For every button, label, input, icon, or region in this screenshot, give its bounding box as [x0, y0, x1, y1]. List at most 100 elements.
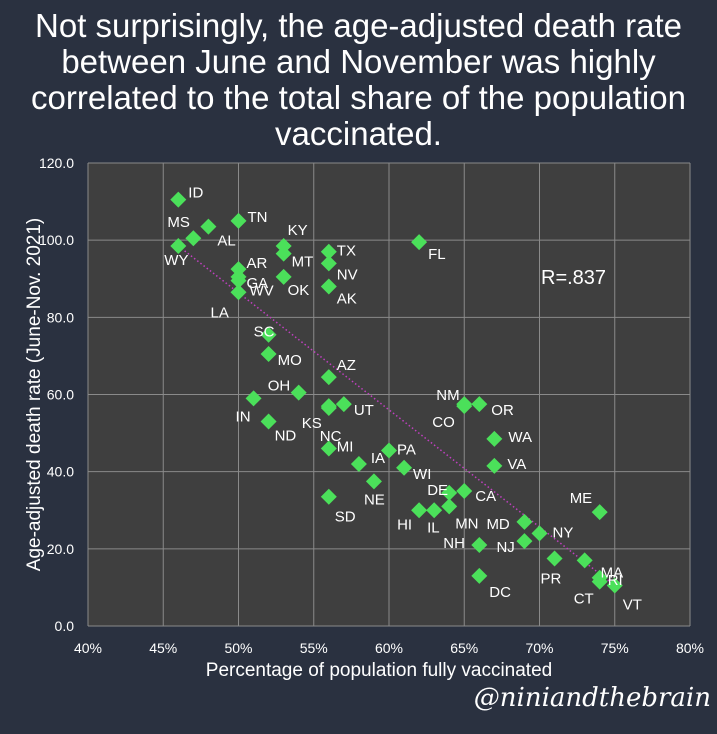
point-label: WV	[250, 283, 274, 300]
point-label: NM	[436, 387, 459, 404]
data-point-wv	[230, 272, 247, 289]
data-point-oh	[290, 384, 307, 401]
data-point-pa	[381, 442, 397, 459]
point-label: VA	[507, 456, 526, 473]
data-point-mi	[320, 440, 337, 457]
y-axis-label: Age-adjusted death rate (June-Nov. 2021)	[24, 218, 45, 571]
point-label: NJ	[496, 539, 514, 556]
point-label: MN	[455, 515, 478, 532]
data-point-tn	[230, 212, 247, 229]
data-point-nj	[516, 533, 533, 550]
data-point-mn	[441, 498, 458, 515]
data-point-or	[471, 396, 488, 413]
x-axis-label: Percentage of population fully vaccinate…	[206, 660, 552, 681]
x-tick-label: 80%	[676, 640, 704, 656]
point-label: MO	[278, 352, 302, 369]
point-label: NC	[320, 428, 342, 445]
y-tick-label: 60.0	[47, 387, 74, 403]
data-point-va	[486, 457, 503, 474]
correlation-annotation: R=.837	[541, 267, 606, 289]
y-tick-label: 20.0	[47, 541, 74, 557]
data-point-id	[170, 191, 187, 208]
point-label: NH	[443, 535, 465, 552]
x-tick-label: 40%	[74, 640, 102, 656]
x-tick-label: 50%	[224, 640, 252, 656]
y-tick-label: 120.0	[39, 155, 74, 171]
point-label: ND	[275, 428, 297, 445]
point-label: DE	[427, 482, 448, 499]
x-tick-label: 45%	[149, 640, 177, 656]
point-label: HI	[397, 516, 412, 533]
point-label: KS	[302, 415, 322, 432]
x-tick-label: 55%	[300, 640, 328, 656]
point-label: DC	[489, 584, 511, 601]
data-point-nh	[471, 536, 488, 553]
data-point-al	[200, 218, 217, 235]
data-point-wi	[396, 459, 413, 476]
point-label: ID	[188, 185, 203, 202]
data-point-ak	[320, 278, 337, 295]
point-label: AK	[337, 290, 357, 307]
chart-title: Not surprisingly, the age-adjusted death…	[31, 7, 686, 152]
y-tick-label: 80.0	[47, 309, 74, 325]
point-label: AR	[247, 255, 268, 272]
data-point-ut	[335, 396, 352, 413]
data-point-pr	[546, 550, 563, 567]
data-point-nv	[320, 255, 337, 272]
point-label: MI	[337, 439, 354, 456]
data-point-co	[456, 398, 473, 415]
x-axis-ticks: 40% 45% 50% 55% 60% 65% 70% 75% 80%	[74, 640, 704, 656]
point-label: CA	[475, 488, 496, 505]
data-point-wy	[170, 237, 187, 254]
data-point-sc	[260, 326, 277, 343]
point-label: MS	[167, 214, 190, 231]
data-point-dc	[471, 567, 488, 584]
data-point-tx	[320, 243, 337, 260]
data-point-nc	[320, 400, 337, 417]
x-tick-label: 65%	[450, 640, 478, 656]
data-point-hi	[411, 502, 428, 519]
data-point-me	[591, 504, 608, 521]
point-label: UT	[354, 402, 374, 419]
point-label: KY	[288, 222, 308, 239]
point-label: TN	[248, 209, 268, 226]
x-tick-label: 75%	[601, 640, 629, 656]
data-point-md	[516, 513, 533, 530]
point-label: PR	[541, 570, 562, 587]
data-point-ny	[531, 525, 548, 542]
point-label: SC	[254, 324, 275, 341]
data-point-ma	[576, 552, 593, 569]
point-label: IL	[427, 519, 440, 536]
point-label: WA	[508, 429, 532, 446]
data-point-fl	[411, 234, 428, 251]
data-points	[170, 191, 623, 594]
point-label: MA	[601, 564, 624, 581]
data-point-vt	[606, 577, 623, 594]
data-point-il	[426, 502, 443, 519]
data-point-in	[245, 390, 262, 407]
point-label: IN	[236, 408, 251, 425]
point-label: PA	[397, 441, 416, 458]
point-label: ME	[570, 490, 593, 507]
point-label: NE	[364, 491, 385, 508]
point-label: FL	[428, 246, 446, 263]
point-label: MD	[486, 516, 509, 533]
y-tick-label: 100.0	[39, 232, 74, 248]
y-tick-label: 40.0	[47, 464, 74, 480]
point-label: TX	[337, 243, 356, 260]
point-label: CT	[574, 591, 594, 608]
data-point-de	[441, 484, 458, 501]
data-point-sd	[320, 488, 337, 505]
data-point-ne	[365, 473, 382, 490]
data-point-mt	[275, 245, 292, 262]
point-label: OH	[268, 378, 291, 395]
x-tick-label: 70%	[525, 640, 553, 656]
point-label: GA	[247, 275, 269, 292]
point-label: AL	[217, 233, 235, 250]
point-label: IA	[371, 450, 385, 467]
point-label: SD	[335, 509, 356, 526]
data-point-ok	[275, 268, 292, 285]
point-label: NY	[553, 524, 574, 541]
